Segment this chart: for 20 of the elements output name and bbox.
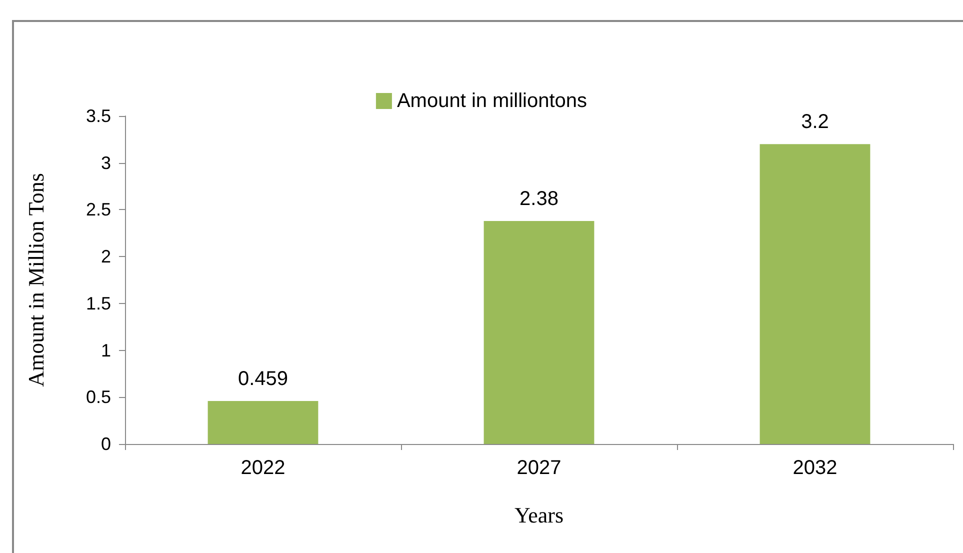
bar [760, 144, 870, 444]
y-axis-title: Amount in Million Tons [24, 173, 48, 387]
y-tick-label: 3.5 [86, 106, 111, 126]
y-tick-label: 0.5 [86, 387, 111, 408]
y-tick-label: 1.5 [86, 293, 111, 314]
data-label: 2.38 [520, 188, 558, 210]
data-label: 3.2 [801, 111, 829, 134]
y-tick-label: 3 [100, 152, 111, 173]
x-axis-title: Years [514, 502, 564, 528]
y-tick-label: 0 [100, 434, 111, 454]
bar [208, 400, 318, 444]
x-tick-label: 2032 [792, 457, 838, 479]
bar [484, 220, 594, 444]
x-tick-label: 2022 [240, 457, 286, 479]
legend-label: Amount in milliontons [396, 90, 588, 112]
x-tick-label: 2027 [516, 457, 562, 479]
y-tick-label: 2.5 [86, 200, 111, 220]
y-tick-label: 1 [100, 340, 111, 360]
y-tick-label: 2 [100, 246, 111, 267]
data-label: 0.459 [238, 368, 288, 390]
